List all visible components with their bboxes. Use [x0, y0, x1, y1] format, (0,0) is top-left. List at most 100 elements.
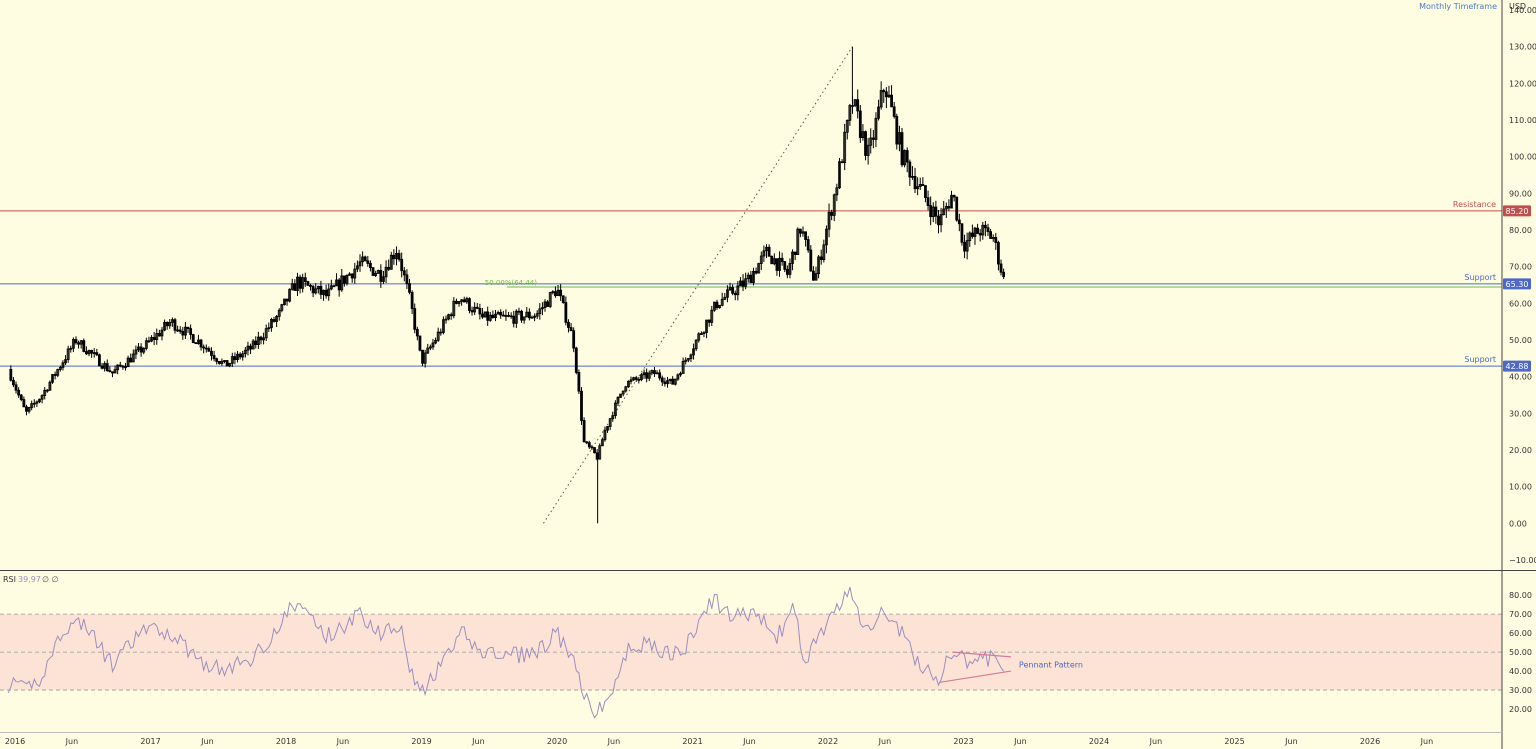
candle-body — [124, 366, 127, 369]
pennant-lower — [939, 670, 1012, 684]
candle — [520, 309, 523, 323]
candle-body — [759, 255, 763, 264]
candle-body — [426, 347, 430, 354]
candle — [613, 400, 617, 419]
candle-body — [397, 253, 401, 260]
candle — [890, 85, 893, 108]
candle — [749, 270, 753, 283]
candle-body — [812, 270, 815, 281]
candle-body — [879, 90, 883, 108]
time-tick-11: Jun — [742, 737, 756, 746]
candle-body — [806, 239, 810, 251]
candle — [976, 223, 979, 234]
price-tick-5: 40.00 — [1509, 373, 1532, 382]
candle-body — [1002, 271, 1006, 278]
candle — [798, 228, 802, 238]
candle — [543, 299, 547, 312]
candle — [131, 349, 135, 363]
candle — [170, 317, 174, 327]
candle-body — [436, 331, 440, 341]
candle — [658, 369, 662, 381]
candle — [501, 310, 505, 317]
candle-body — [301, 277, 305, 289]
candle-body — [944, 206, 948, 210]
candle — [272, 316, 276, 323]
candle-body — [361, 256, 365, 263]
candle — [210, 347, 213, 361]
candle — [30, 400, 34, 411]
candle — [757, 262, 761, 274]
candle-body — [692, 348, 695, 356]
candle-body — [788, 262, 792, 275]
candle — [697, 332, 701, 343]
candle — [350, 273, 354, 283]
candle — [694, 339, 698, 352]
price-panel[interactable]: Resistance 85.20 Support 65.30 Support 42.88 5… — [0, 46, 1531, 524]
candle-body — [587, 442, 591, 448]
candle — [428, 344, 432, 351]
candle — [197, 334, 200, 345]
candle — [147, 336, 151, 343]
candle — [767, 244, 771, 257]
candle — [522, 316, 526, 324]
candle-body — [254, 340, 258, 345]
candle — [582, 417, 586, 443]
candle — [957, 213, 961, 232]
candle — [978, 229, 982, 242]
candle — [692, 343, 695, 360]
candle — [314, 283, 318, 295]
candle — [12, 377, 15, 388]
candle-body — [199, 339, 203, 348]
candle — [647, 370, 651, 382]
rsi-legend-extra: ∅ ∅ — [42, 575, 59, 584]
candle — [843, 123, 847, 171]
candle-body — [780, 257, 784, 262]
candle — [449, 312, 453, 320]
candle-body — [973, 227, 977, 237]
candle — [173, 317, 177, 334]
candle-body — [415, 328, 419, 337]
candle-body — [160, 329, 164, 337]
candle — [22, 396, 26, 408]
candle — [293, 279, 297, 291]
candle — [262, 332, 265, 345]
candle-body — [277, 309, 281, 317]
candle — [525, 306, 529, 318]
candle — [931, 202, 935, 223]
candle — [275, 314, 279, 328]
candle — [723, 293, 727, 301]
candle — [415, 326, 419, 341]
rsi-panel[interactable]: Pennant Pattern RSI 39.97 ∅ ∅ — [0, 575, 1502, 719]
candle — [903, 149, 907, 168]
candle — [155, 328, 159, 345]
candle-body — [243, 349, 247, 355]
candle-body — [350, 273, 354, 279]
candle — [256, 331, 260, 349]
candle-body — [580, 390, 583, 421]
candle — [905, 147, 909, 173]
candle — [590, 444, 594, 450]
candle-body — [40, 395, 44, 400]
candle — [739, 277, 742, 287]
candle — [952, 194, 956, 202]
candle — [353, 262, 357, 284]
candle-body — [629, 379, 633, 382]
candle — [199, 338, 203, 351]
candle-body — [92, 352, 96, 355]
candle — [488, 311, 492, 322]
candle-body — [819, 256, 823, 260]
candle-body — [225, 360, 229, 367]
candle — [217, 361, 221, 365]
candle-body — [541, 307, 544, 310]
candle — [746, 272, 750, 283]
candle-body — [478, 307, 482, 315]
candle — [673, 378, 677, 386]
candle-body — [733, 292, 737, 296]
rsi-tick-5: 70.00 — [1509, 610, 1532, 619]
candle-body — [543, 301, 547, 308]
candle — [355, 260, 359, 273]
candle-body — [113, 369, 117, 374]
candle-body — [129, 357, 133, 363]
candle-body — [483, 311, 487, 318]
